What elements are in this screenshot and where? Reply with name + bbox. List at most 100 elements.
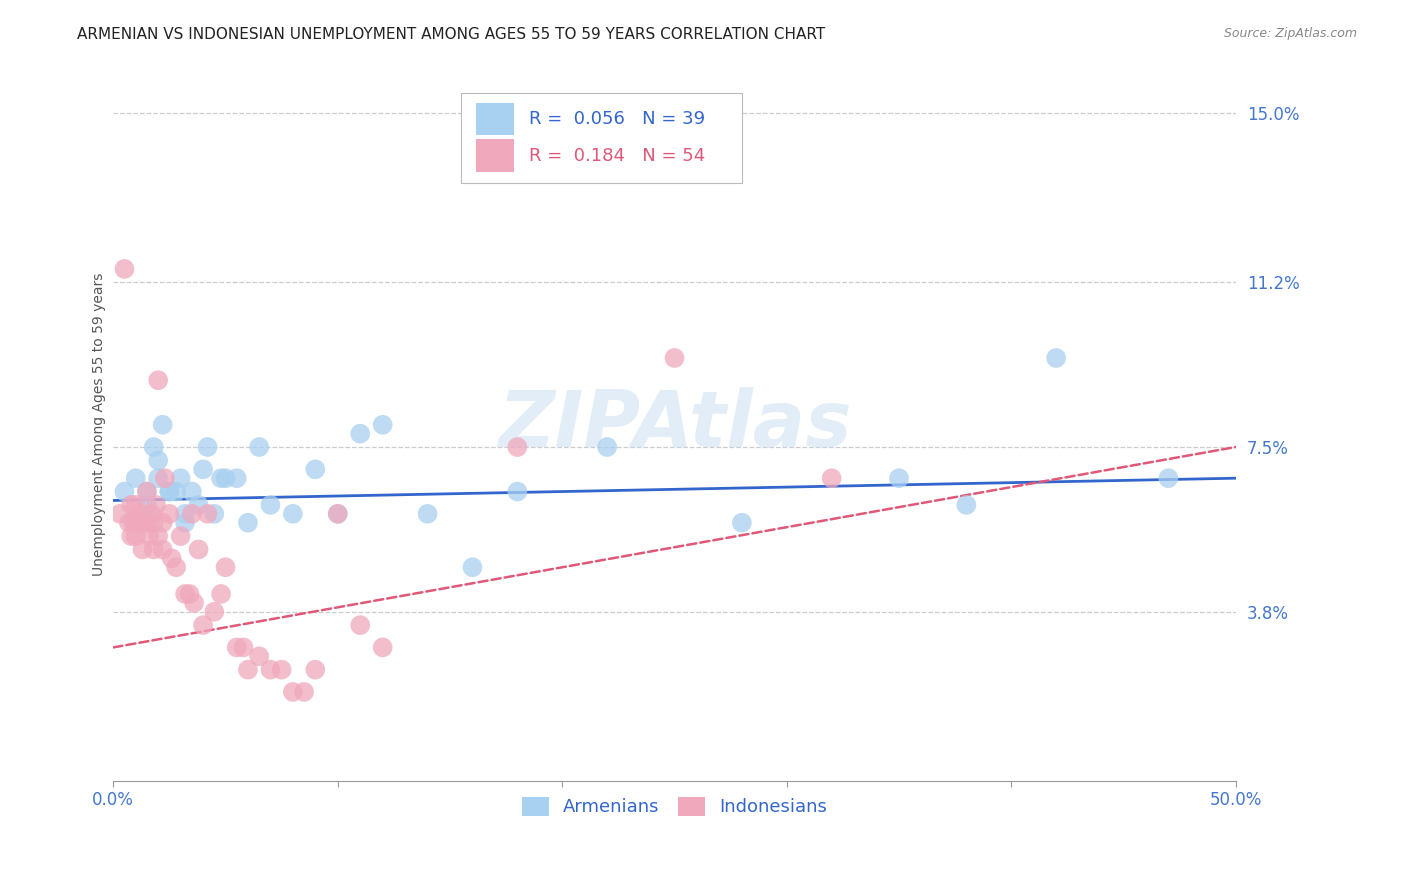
Point	[1157, 471, 1180, 485]
Point	[349, 618, 371, 632]
Point	[461, 560, 484, 574]
Point	[157, 484, 180, 499]
Point	[191, 462, 214, 476]
Point	[326, 507, 349, 521]
Text: Source: ZipAtlas.com: Source: ZipAtlas.com	[1223, 27, 1357, 40]
Point	[259, 498, 281, 512]
Point	[197, 507, 219, 521]
Point	[225, 640, 247, 655]
Point	[142, 440, 165, 454]
Point	[174, 507, 197, 521]
Point	[180, 484, 202, 499]
Point	[114, 484, 136, 499]
Point	[664, 351, 686, 365]
Point	[114, 261, 136, 276]
FancyBboxPatch shape	[475, 139, 515, 172]
Point	[191, 618, 214, 632]
Point	[596, 440, 619, 454]
Point	[125, 471, 148, 485]
Point	[304, 663, 326, 677]
Point	[349, 426, 371, 441]
Point	[141, 507, 163, 521]
Point	[247, 440, 270, 454]
Point	[326, 507, 349, 521]
Point	[118, 516, 141, 530]
Point	[138, 529, 160, 543]
Point	[142, 542, 165, 557]
Point	[136, 498, 159, 512]
Point	[165, 484, 187, 499]
Point	[1045, 351, 1067, 365]
Point	[146, 471, 169, 485]
Point	[180, 507, 202, 521]
Legend: Armenians, Indonesians: Armenians, Indonesians	[513, 788, 837, 825]
Point	[131, 542, 153, 557]
Text: ARMENIAN VS INDONESIAN UNEMPLOYMENT AMONG AGES 55 TO 59 YEARS CORRELATION CHART: ARMENIAN VS INDONESIAN UNEMPLOYMENT AMON…	[77, 27, 825, 42]
Point	[174, 587, 197, 601]
Point	[202, 507, 225, 521]
Point	[136, 516, 159, 530]
Point	[236, 516, 259, 530]
Point	[304, 462, 326, 476]
Point	[506, 440, 529, 454]
Point	[214, 471, 236, 485]
Point	[197, 440, 219, 454]
Point	[179, 587, 201, 601]
Point	[209, 587, 232, 601]
Point	[145, 498, 167, 512]
Point	[120, 529, 142, 543]
FancyBboxPatch shape	[461, 94, 742, 183]
Point	[202, 605, 225, 619]
Point	[506, 484, 529, 499]
Point	[129, 507, 152, 521]
Point	[281, 507, 304, 521]
Point	[821, 471, 844, 485]
Y-axis label: Unemployment Among Ages 55 to 59 years: Unemployment Among Ages 55 to 59 years	[93, 273, 107, 576]
Point	[232, 640, 254, 655]
Point	[169, 471, 191, 485]
Point	[225, 471, 247, 485]
Point	[955, 498, 977, 512]
Point	[174, 516, 197, 530]
Point	[187, 498, 209, 512]
Text: R =  0.056   N = 39: R = 0.056 N = 39	[529, 110, 704, 128]
Point	[209, 471, 232, 485]
Point	[122, 516, 145, 530]
Text: ZIPAtlas: ZIPAtlas	[498, 387, 851, 463]
Point	[187, 542, 209, 557]
Point	[142, 516, 165, 530]
Point	[157, 484, 180, 499]
Point	[371, 417, 394, 432]
Point	[236, 663, 259, 677]
Point	[152, 516, 174, 530]
Point	[125, 498, 148, 512]
Point	[125, 529, 148, 543]
Point	[160, 551, 183, 566]
Point	[292, 685, 315, 699]
Point	[169, 529, 191, 543]
Point	[129, 516, 152, 530]
Point	[416, 507, 439, 521]
Point	[371, 640, 394, 655]
Point	[146, 529, 169, 543]
Point	[259, 663, 281, 677]
Point	[152, 417, 174, 432]
Point	[281, 685, 304, 699]
Point	[214, 560, 236, 574]
Point	[157, 507, 180, 521]
Point	[887, 471, 910, 485]
Point	[152, 542, 174, 557]
FancyBboxPatch shape	[475, 103, 515, 136]
Point	[120, 498, 142, 512]
Point	[136, 484, 159, 499]
Point	[136, 484, 159, 499]
Point	[165, 560, 187, 574]
Text: R =  0.184   N = 54: R = 0.184 N = 54	[529, 147, 704, 165]
Point	[247, 649, 270, 664]
Point	[134, 516, 156, 530]
Point	[108, 507, 131, 521]
Point	[153, 471, 176, 485]
Point	[183, 596, 205, 610]
Point	[146, 453, 169, 467]
Point	[146, 373, 169, 387]
